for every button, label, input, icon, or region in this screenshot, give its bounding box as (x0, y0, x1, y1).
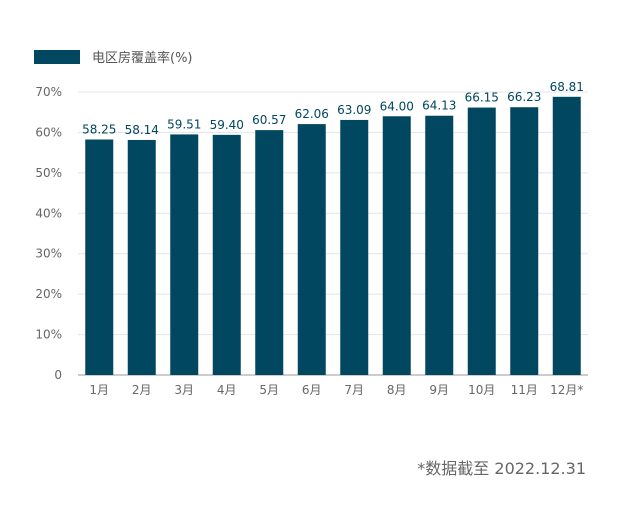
x-tick-label: 9月 (429, 383, 449, 397)
x-tick-label: 8月 (387, 383, 407, 397)
y-tick-label: 30% (35, 247, 62, 261)
bar-value-label: 62.06 (295, 107, 329, 121)
y-tick-label: 60% (35, 125, 62, 139)
bar-value-label: 68.81 (550, 80, 584, 94)
bar (85, 139, 114, 375)
bar (382, 116, 411, 375)
x-tick-label: 2月 (132, 383, 152, 397)
footnote: *数据截至 2022.12.31 (417, 459, 586, 478)
bar-value-label: 64.13 (422, 99, 456, 113)
legend-label: 电区房覆盖率(%) (92, 51, 193, 66)
x-tick-label: 7月 (344, 383, 364, 397)
x-tick-label: 3月 (174, 383, 194, 397)
y-tick-label: 40% (35, 206, 62, 220)
x-tick-label: 10月 (468, 383, 495, 397)
x-tick-label: 5月 (259, 383, 279, 397)
bar-value-label: 58.14 (125, 123, 159, 137)
y-tick-label: 10% (35, 328, 62, 342)
legend-swatch (34, 50, 80, 64)
bar (425, 115, 454, 376)
x-tick-label: 1月 (89, 383, 109, 397)
bar (127, 139, 156, 375)
y-tick-label: 50% (35, 166, 62, 180)
x-tick-label: 4月 (217, 383, 237, 397)
bar-value-label: 59.40 (210, 118, 244, 132)
bar (255, 130, 284, 375)
bar-value-label: 66.23 (507, 90, 541, 104)
bar-value-label: 66.15 (465, 91, 499, 105)
bar-value-label: 64.00 (380, 99, 414, 113)
bar (170, 134, 199, 375)
x-tick-label: 12月* (550, 383, 583, 397)
bar (212, 134, 241, 375)
y-tick-label: 20% (35, 287, 62, 301)
bar-value-label: 60.57 (252, 113, 286, 127)
x-tick-label: 11月 (511, 383, 538, 397)
bar (297, 124, 326, 376)
bar (510, 107, 539, 375)
bar-value-label: 63.09 (337, 103, 371, 117)
y-tick-label: 0 (54, 368, 62, 382)
bar-value-label: 59.51 (167, 117, 201, 131)
bar-value-label: 58.25 (82, 123, 116, 137)
y-tick-label: 70% (35, 85, 62, 99)
x-tick-label: 6月 (302, 383, 322, 397)
bar (552, 96, 581, 375)
bar (340, 119, 369, 375)
bar (467, 107, 496, 375)
